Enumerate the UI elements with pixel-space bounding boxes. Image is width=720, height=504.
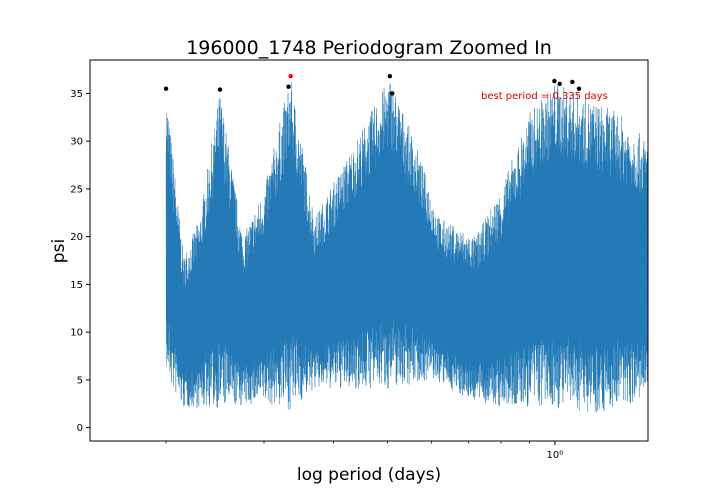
peak-marker bbox=[390, 91, 395, 96]
x-axis-ticks: 10⁰ bbox=[165, 441, 564, 461]
y-axis-label: psi bbox=[49, 239, 69, 263]
y-axis-ticks: 0 5 10 15 20 25 30 35 bbox=[70, 89, 90, 434]
y-tick-label: 5 bbox=[77, 375, 83, 386]
peak-markers bbox=[163, 74, 582, 96]
peak-marker bbox=[387, 74, 393, 79]
peak-marker bbox=[570, 79, 575, 85]
peak-marker bbox=[576, 86, 582, 91]
plot-frame bbox=[89, 59, 649, 442]
peak-marker bbox=[217, 87, 223, 92]
best-period-annotation: best period = 0.335 days bbox=[481, 91, 608, 102]
y-tick-label: 10 bbox=[70, 328, 83, 339]
plot-area bbox=[165, 82, 649, 413]
peak-marker bbox=[557, 81, 562, 87]
y-tick-label: 15 bbox=[70, 280, 83, 291]
peak-marker bbox=[286, 84, 291, 89]
best-period-marker bbox=[288, 74, 293, 79]
periodogram-line bbox=[165, 82, 649, 413]
peak-marker bbox=[552, 78, 557, 84]
x-axis-label: log period (days) bbox=[297, 465, 441, 485]
y-tick-label: 30 bbox=[70, 137, 83, 148]
y-tick-label: 35 bbox=[70, 89, 83, 100]
chart-title: 196000_1748 Periodogram Zoomed In bbox=[186, 37, 552, 59]
y-tick-label: 25 bbox=[70, 184, 83, 195]
y-tick-label: 20 bbox=[70, 232, 83, 243]
x-tick-label: 10⁰ bbox=[547, 450, 564, 461]
peak-marker bbox=[163, 86, 169, 91]
y-tick-label: 0 bbox=[77, 423, 83, 434]
